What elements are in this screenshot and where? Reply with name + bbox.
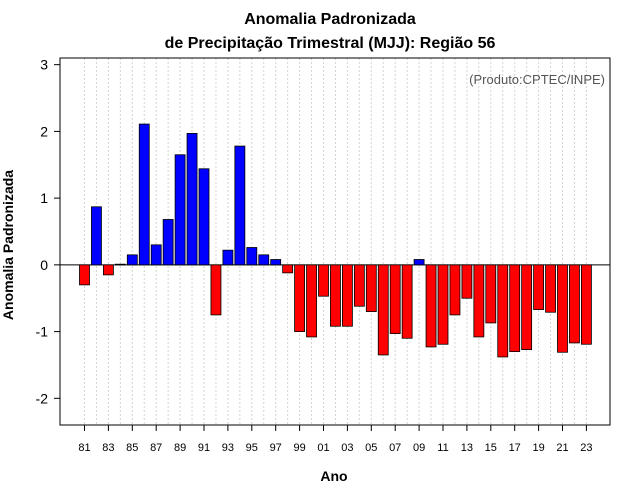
bar-08: [401, 264, 413, 339]
y-tick-label: 3: [40, 57, 48, 73]
x-tick-label: 89: [174, 442, 186, 454]
x-tick-label: 21: [556, 442, 568, 454]
bar-22: [569, 264, 580, 344]
bar-85: [126, 254, 138, 266]
x-tick-label: 01: [317, 442, 329, 454]
x-tick-label: 19: [532, 442, 544, 454]
y-axis-label: Anomalia Padronizada: [0, 170, 16, 320]
bar-99: [294, 264, 306, 332]
x-tick-label: 91: [198, 442, 210, 454]
bar-02: [330, 264, 341, 327]
x-tick-label: 93: [222, 442, 234, 454]
bar-89: [174, 154, 186, 266]
bar-00: [306, 264, 317, 338]
chart-title: Anomalia Padronizada: [244, 11, 416, 28]
x-tick-label: 99: [293, 442, 305, 454]
y-tick-label: -1: [36, 324, 49, 340]
bar-93: [222, 249, 234, 266]
x-tick-label: 13: [461, 442, 473, 454]
bar-91: [198, 168, 210, 266]
bar-01: [318, 264, 329, 297]
bar-15: [485, 264, 497, 324]
x-axis: 81 83 85 87 89 91 93 95 97 99 01 03 05 07 09 11 13 15 17 19…: [78, 425, 593, 454]
y-tick-label: 0: [40, 257, 48, 273]
bars: [79, 123, 592, 358]
bar-90: [186, 133, 198, 266]
bar-12: [449, 264, 461, 316]
x-tick-label: 09: [413, 442, 425, 454]
bar-87: [150, 244, 162, 266]
x-tick-label: 03: [341, 442, 353, 454]
grid-lines: [84, 58, 587, 425]
chart-subtitle: de Precipitação Trimestral (MJJ): Região…: [165, 35, 496, 52]
x-tick-label: 05: [365, 442, 377, 454]
y-axis: -2 -1 0 1 2 3: [36, 57, 60, 406]
x-tick-label: 87: [150, 442, 162, 454]
bar-13: [461, 264, 473, 299]
bar-97: [270, 259, 282, 266]
bar-92: [210, 264, 222, 316]
x-tick-label: 17: [509, 442, 521, 454]
bar-81: [79, 264, 90, 286]
x-tick-label: 83: [102, 442, 114, 454]
bar-82: [91, 206, 102, 266]
y-tick-label: 1: [40, 190, 48, 206]
bar-17: [509, 264, 521, 353]
x-tick-label: 97: [270, 442, 282, 454]
y-tick-label: 2: [40, 123, 48, 139]
bar-10: [425, 264, 437, 348]
bar-07: [389, 264, 401, 334]
bar-94: [234, 145, 246, 266]
x-tick-label: 15: [485, 442, 497, 454]
source-annotation: (Produto:CPTEC/INPE): [469, 72, 605, 87]
bar-04: [353, 264, 365, 307]
bar-95: [246, 247, 258, 266]
y-tick-label: -2: [36, 390, 49, 406]
x-tick-label: 11: [437, 442, 448, 454]
bar-11: [437, 264, 449, 345]
plot-frame: [59, 57, 611, 426]
bar-23: [581, 264, 592, 345]
bar-18: [521, 264, 533, 350]
bar-86: [138, 123, 150, 266]
bar-96: [258, 254, 270, 266]
bar-84: [114, 263, 126, 266]
bar-21: [557, 264, 568, 353]
bar-09: [413, 259, 425, 266]
x-tick-label: 95: [246, 442, 258, 454]
bar-06: [377, 264, 389, 356]
bar-05: [365, 264, 377, 312]
bar-83: [103, 264, 114, 276]
bar-19: [533, 264, 544, 310]
x-axis-label: Ano: [320, 468, 347, 484]
bar-03: [341, 264, 353, 327]
x-tick-label: 81: [78, 442, 90, 454]
x-tick-label: 23: [580, 442, 592, 454]
bar-14: [473, 264, 485, 338]
bar-16: [497, 264, 509, 358]
bar-88: [162, 219, 174, 266]
x-tick-label: 07: [389, 442, 401, 454]
bar-20: [545, 264, 556, 313]
x-tick-label: 85: [126, 442, 138, 454]
bar-98: [282, 264, 294, 274]
